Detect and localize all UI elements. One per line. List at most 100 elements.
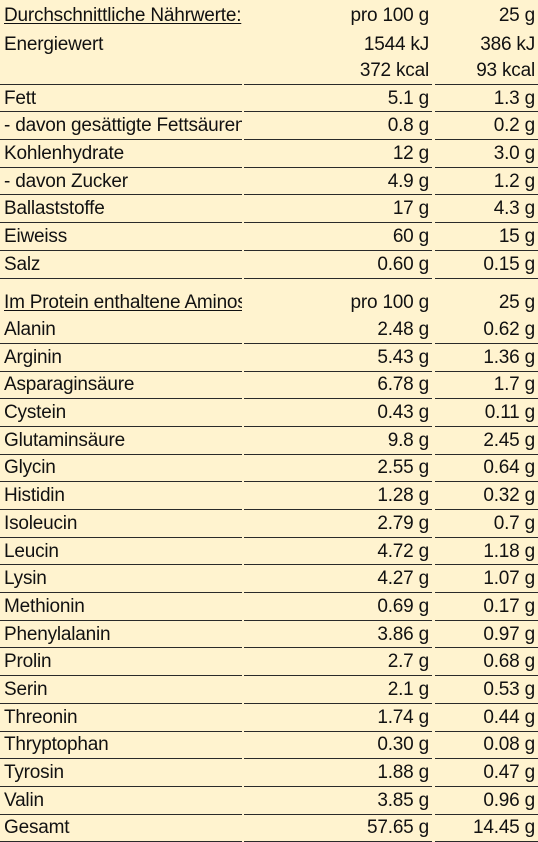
amino-value-100: 2.7 g bbox=[244, 647, 432, 677]
amino-value-100: 2.48 g bbox=[244, 316, 432, 344]
amino-label: Phenylalanin bbox=[0, 620, 242, 649]
amino-value-25: 1.07 g bbox=[435, 564, 538, 594]
amino-label: Tyrosin bbox=[0, 758, 242, 787]
energy-kcal-25: 93 kcal bbox=[435, 57, 538, 85]
amino-value-100: 0.69 g bbox=[244, 592, 432, 621]
amino-row: Threonin 1.74 g 0.44 g bbox=[0, 703, 538, 732]
amino-row: Asparaginsäure 6.78 g 1.7 g bbox=[0, 371, 538, 400]
nutrient-row: Salz 0.60 g 0.15 g bbox=[0, 250, 538, 279]
nutrient-label: Salz bbox=[0, 250, 242, 279]
amino-label: Glycin bbox=[0, 454, 242, 483]
amino-value-25: 0.32 g bbox=[435, 481, 538, 510]
nutrient-value-25: 1.3 g bbox=[435, 84, 538, 113]
amino-value-100: 4.27 g bbox=[244, 564, 432, 594]
amino-value-25: 1.7 g bbox=[435, 371, 538, 400]
amino-header-row: Im Protein enthaltene Aminosäuren: pro 1… bbox=[0, 290, 538, 317]
amino-row: Glycin 2.55 g 0.64 g bbox=[0, 454, 538, 483]
amino-value-100: 9.8 g bbox=[244, 426, 432, 455]
amino-label: Threonin bbox=[0, 703, 242, 732]
nutrient-value-25: 3.0 g bbox=[435, 139, 538, 168]
amino-value-100: 5.43 g bbox=[244, 343, 432, 372]
amino-row: Glutaminsäure 9.8 g 2.45 g bbox=[0, 426, 538, 455]
amino-value-25: 1.18 g bbox=[435, 537, 538, 566]
amino-value-25: 0.47 g bbox=[435, 758, 538, 787]
amino-label: Isoleucin bbox=[0, 509, 242, 538]
amino-label: Alanin bbox=[0, 316, 242, 344]
amino-value-100: 1.74 g bbox=[244, 703, 432, 732]
nutrient-row: - davon Zucker 4.9 g 1.2 g bbox=[0, 167, 538, 196]
nutrient-value-100: 4.9 g bbox=[244, 167, 432, 196]
nutrition-header-per100: pro 100 g bbox=[350, 5, 430, 26]
amino-row: Alanin 2.48 g 0.62 g bbox=[0, 316, 538, 344]
amino-value-25: 0.64 g bbox=[435, 454, 538, 483]
amino-row: Lysin 4.27 g 1.07 g bbox=[0, 564, 538, 594]
amino-value-25: 2.45 g bbox=[435, 426, 538, 455]
nutrient-value-25: 0.2 g bbox=[435, 111, 538, 141]
amino-label: Leucin bbox=[0, 537, 242, 566]
amino-label: Histidin bbox=[0, 481, 242, 510]
nutrient-label: Kohlenhydrate bbox=[0, 139, 242, 168]
amino-value-100: 2.1 g bbox=[244, 675, 432, 704]
amino-label: Glutaminsäure bbox=[0, 426, 242, 455]
amino-header-per25: 25 g bbox=[498, 292, 535, 314]
amino-row: Tyrosin 1.88 g 0.47 g bbox=[0, 758, 538, 787]
amino-row: Cystein 0.43 g 0.11 g bbox=[0, 398, 538, 427]
nutrient-row: Eiweiss 60 g 15 g bbox=[0, 222, 538, 251]
nutrition-header-label: Durchschnittliche Nährwerte: bbox=[0, 0, 242, 31]
amino-value-100: 0.30 g bbox=[244, 731, 432, 760]
amino-row: Methionin 0.69 g 0.17 g bbox=[0, 592, 538, 621]
nutrient-label: - davon Zucker bbox=[0, 167, 242, 196]
nutrient-value-25: 0.15 g bbox=[435, 250, 538, 279]
amino-value-100: 2.55 g bbox=[244, 454, 432, 483]
nutrient-label: Eiweiss bbox=[0, 222, 242, 251]
amino-value-100: 1.28 g bbox=[244, 481, 432, 510]
energy-label: Energiewert bbox=[4, 33, 104, 55]
amino-value-25: 0.44 g bbox=[435, 703, 538, 732]
energy-kj-25: 386 kJ bbox=[480, 33, 535, 55]
amino-header-label: Im Protein enthaltene Aminosäuren: bbox=[0, 290, 242, 317]
nutrient-value-25: 15 g bbox=[435, 222, 538, 251]
amino-value-100: 1.88 g bbox=[244, 758, 432, 787]
amino-label: Valin bbox=[0, 786, 242, 815]
amino-row: Arginin 5.43 g 1.36 g bbox=[0, 343, 538, 372]
amino-header-per100: pro 100 g bbox=[350, 292, 430, 314]
nutrient-value-100: 5.1 g bbox=[244, 84, 432, 113]
amino-value-25: 0.11 g bbox=[435, 398, 538, 427]
nutrient-label: Fett bbox=[0, 84, 242, 113]
amino-total-label: Gesamt bbox=[0, 814, 242, 842]
amino-row: Histidin 1.28 g 0.32 g bbox=[0, 481, 538, 510]
amino-value-25: 1.36 g bbox=[435, 343, 538, 372]
amino-label: Thryptophan bbox=[0, 731, 242, 760]
nutrient-row: Kohlenhydrate 12 g 3.0 g bbox=[0, 139, 538, 168]
nutrient-value-25: 1.2 g bbox=[435, 167, 538, 196]
nutrient-label: - davon gesättigte Fettsäuren bbox=[0, 111, 242, 141]
amino-label: Methionin bbox=[0, 592, 242, 621]
energy-kcal-row: 372 kcal 93 kcal bbox=[0, 57, 538, 85]
amino-value-25: 0.96 g bbox=[435, 786, 538, 815]
amino-row: Thryptophan 0.30 g 0.08 g bbox=[0, 731, 538, 760]
energy-row: Energiewert 1544 kJ 386 kJ bbox=[0, 31, 538, 58]
nutrient-value-100: 17 g bbox=[244, 194, 432, 224]
nutrient-value-100: 60 g bbox=[244, 222, 432, 251]
energy-kj-100: 1544 kJ bbox=[363, 33, 429, 55]
amino-value-25: 0.97 g bbox=[435, 620, 538, 649]
amino-value-25: 0.7 g bbox=[435, 509, 538, 538]
nutrient-row: Fett 5.1 g 1.3 g bbox=[0, 84, 538, 113]
nutrition-facts-sheet: Durchschnittliche Nährwerte: pro 100 g 2… bbox=[0, 6, 538, 842]
amino-value-25: 0.17 g bbox=[435, 592, 538, 621]
amino-row: Valin 3.85 g 0.96 g bbox=[0, 786, 538, 815]
amino-row: Prolin 2.7 g 0.68 g bbox=[0, 647, 538, 677]
amino-value-25: 0.53 g bbox=[435, 675, 538, 704]
amino-value-100: 3.86 g bbox=[244, 620, 432, 649]
nutrient-value-100: 0.60 g bbox=[244, 250, 432, 279]
amino-value-100: 4.72 g bbox=[244, 537, 432, 566]
amino-label: Lysin bbox=[0, 564, 242, 594]
amino-label: Serin bbox=[0, 675, 242, 704]
amino-row: Serin 2.1 g 0.53 g bbox=[0, 675, 538, 704]
amino-row: Isoleucin 2.79 g 0.7 g bbox=[0, 509, 538, 538]
nutrition-header-row: Durchschnittliche Nährwerte: pro 100 g 2… bbox=[0, 0, 538, 31]
amino-total-value-100: 57.65 g bbox=[244, 814, 432, 842]
nutrient-value-25: 4.3 g bbox=[435, 194, 538, 224]
nutrient-value-100: 0.8 g bbox=[244, 111, 432, 141]
